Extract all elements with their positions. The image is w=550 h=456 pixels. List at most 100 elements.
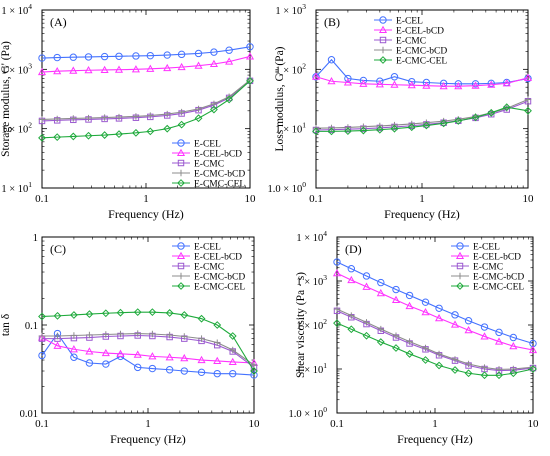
data-point: [228, 332, 237, 340]
data-point: [117, 330, 124, 338]
data-point: [53, 53, 61, 62]
legend-label: E-CMC-bCD: [473, 273, 524, 283]
y-tick-label: 1.0 × 100: [288, 405, 327, 420]
data-point: [348, 312, 355, 319]
series-line: [41, 311, 255, 372]
data-point: [37, 333, 47, 341]
data-point: [38, 312, 46, 321]
data-point: [84, 53, 93, 61]
data-point: [422, 121, 431, 130]
data-point: [480, 323, 489, 331]
legend-marker: [379, 36, 387, 44]
data-point: [347, 265, 356, 273]
data-point: [177, 62, 186, 71]
series-line: [41, 332, 255, 376]
data-point: [37, 67, 47, 76]
data-point: [180, 367, 188, 375]
y-tick-label: 1.0 × 100: [267, 180, 306, 195]
data-point: [480, 371, 489, 380]
legend-label: E-CMC: [473, 263, 503, 273]
data-point: [53, 133, 62, 142]
data-point: [392, 344, 400, 352]
data-point: [165, 366, 174, 374]
data-point: [214, 339, 221, 346]
legend-label: E-CMC-CEL: [396, 57, 447, 67]
x-tick-label: 10: [245, 193, 257, 205]
legend-marker: [379, 56, 387, 64]
y-tick-label: 1 × 101: [1, 180, 32, 195]
data-point: [421, 356, 430, 364]
legend-marker: [177, 262, 185, 270]
data-point: [163, 63, 172, 72]
series-line: [315, 99, 529, 129]
y-axis-label: Loss modulus, G" (Pa): [274, 46, 286, 151]
y-axis-label: tan δ: [0, 314, 12, 336]
chart-panel-1: 0.1 1 10 1 × 101 1 × 102 1 × 103 1 × 104 Freque…: [0, 2, 256, 221]
data-point: [54, 332, 61, 340]
data-point: [163, 51, 171, 59]
data-point: [377, 325, 385, 333]
data-point: [213, 321, 222, 329]
data-point: [471, 80, 480, 88]
data-point: [197, 355, 206, 364]
data-point: [85, 359, 94, 367]
data-point: [194, 49, 203, 58]
data-point: [38, 133, 46, 142]
data-point: [198, 335, 205, 342]
data-point: [53, 66, 62, 75]
series-line: [336, 261, 534, 345]
data-point: [347, 325, 356, 334]
data-point: [148, 352, 157, 360]
data-point: [406, 338, 413, 345]
data-point: [101, 309, 110, 318]
data-point: [327, 56, 336, 64]
data-point: [177, 50, 186, 59]
legend-label: E-CEL-bCD: [473, 253, 521, 263]
data-point: [53, 311, 62, 320]
data-point: [100, 65, 109, 74]
data-point: [148, 308, 157, 317]
y-tick-label: 1: [33, 233, 38, 244]
data-point: [487, 79, 495, 88]
data-point: [53, 341, 62, 349]
data-point: [524, 106, 532, 115]
data-point: [166, 331, 173, 339]
data-point: [333, 319, 341, 328]
legend-label: E-CEL: [194, 140, 221, 150]
y-tick-label: 1 × 102: [1, 121, 32, 136]
y-tick-label: 1 × 103: [275, 2, 306, 17]
y-tick-label: 1 × 104: [1, 2, 32, 17]
data-point: [487, 80, 496, 88]
data-point: [390, 80, 399, 88]
data-point: [148, 364, 157, 373]
legend-marker: [177, 179, 185, 187]
data-point: [454, 81, 463, 90]
data-point: [435, 361, 443, 370]
legend-label: E-CEL-bCD: [396, 27, 444, 37]
x-axis-label: Frequency (Hz): [384, 207, 460, 221]
data-point: [481, 364, 488, 371]
data-point: [147, 112, 154, 119]
series-line: [315, 76, 529, 87]
data-point: [146, 127, 155, 136]
data-point: [132, 128, 140, 137]
data-point: [480, 332, 489, 340]
legend-marker: [177, 272, 185, 280]
series-line: [41, 80, 251, 122]
data-point: [450, 320, 460, 328]
data-point: [509, 369, 518, 378]
data-point: [194, 114, 203, 123]
x-axis-label: Frequency (Hz): [108, 207, 184, 221]
data-point: [69, 132, 78, 141]
data-point: [164, 110, 171, 118]
data-point: [181, 333, 188, 340]
panel-label: (B): [324, 15, 340, 29]
data-point: [115, 130, 123, 139]
data-point: [85, 310, 94, 319]
data-point: [495, 371, 503, 380]
data-point: [407, 123, 416, 132]
y-tick-label: 1 × 103: [296, 273, 327, 288]
legend-marker: [177, 242, 185, 250]
